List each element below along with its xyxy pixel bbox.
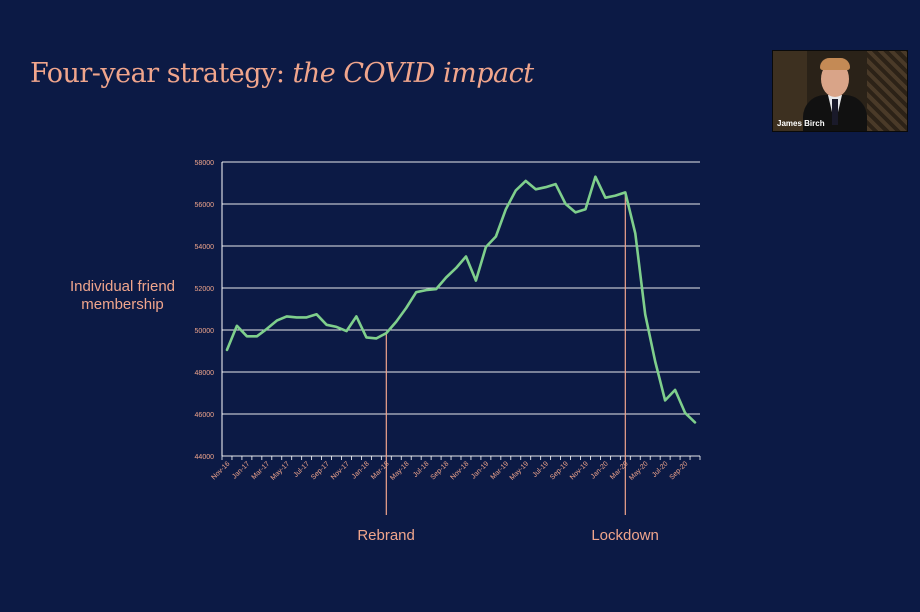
participant-video-tile[interactable]: James Birch [772,50,908,132]
x-tick-label: Jul-19 [532,460,551,479]
participant-tie [832,99,838,125]
x-tick-label: Sep-17 [310,460,331,481]
x-tick-label: May-19 [509,460,531,482]
x-tick-label: Mar-18 [370,460,391,481]
y-tick-label: 56000 [195,202,215,209]
y-tick-label: 52000 [195,286,215,293]
x-tick-label: Jan-19 [470,460,490,480]
x-tick-label: Sep-18 [430,460,451,481]
y-tick-label: 46000 [195,412,215,419]
slide-title-plain: Four-year strategy: [30,58,293,89]
y-tick-label: 58000 [195,160,215,167]
x-tick-label: Sep-19 [549,460,570,481]
x-tick-label: Nov-17 [330,460,351,481]
x-tick-label: Nov-18 [449,460,470,481]
x-tick-label: Jul-18 [412,460,431,479]
y-tick-label: 54000 [195,244,215,251]
x-tick-label: Jan-17 [231,460,251,480]
x-tick-label: Jan-18 [351,460,371,480]
participant-name-label: James Birch [777,119,825,128]
x-tick-label: May-17 [270,460,292,482]
y-tick-label: 44000 [195,454,215,461]
video-background [773,51,807,131]
x-tick-label: Mar-20 [609,460,630,481]
lockdown-annotation-label: Lockdown [591,527,659,544]
rebrand-annotation-label: Rebrand [357,527,415,544]
x-tick-label: Nov-16 [210,460,231,481]
x-tick-label: Nov-19 [569,460,590,481]
video-tapestry [867,51,907,131]
x-tick-label: May-18 [389,460,411,482]
membership-series-line [225,175,697,424]
x-tick-label: Jul-17 [293,460,312,479]
y-tick-label: 48000 [195,370,215,377]
y-tick-label: 50000 [195,328,215,335]
slide-title: Four-year strategy: the COVID impact [30,58,534,89]
x-tick-label: May-20 [628,460,650,482]
y-axis-title: Individual friend membership [69,278,176,313]
x-tick-label: Mar-17 [251,460,272,481]
x-tick-label: Sep-20 [669,460,690,481]
x-tick-label: Mar-19 [490,460,511,481]
x-tick-label: Jan-20 [590,460,610,480]
slide-title-italic: the COVID impact [292,58,535,89]
participant-hair [820,58,850,70]
x-tick-label: Jul-20 [651,460,670,479]
